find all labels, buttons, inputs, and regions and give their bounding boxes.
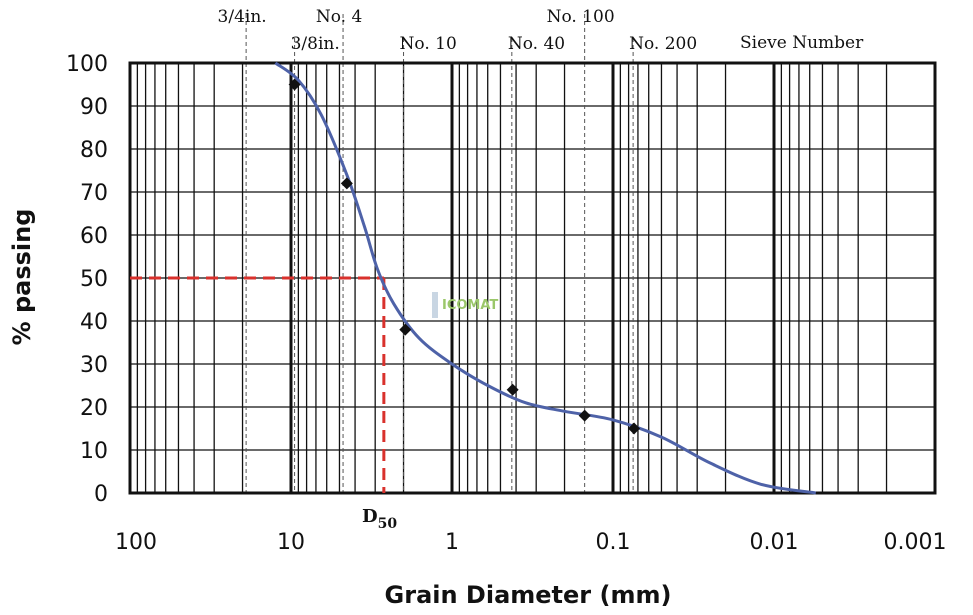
x-tick-label: 10 (277, 530, 305, 555)
x-tick-label: 0.01 (750, 530, 799, 555)
y-tick-labels: 0 10 20 30 40 50 60 70 80 90 100 (66, 52, 108, 507)
y-tick-label: 20 (80, 396, 108, 421)
y-tick-label: 70 (80, 181, 108, 206)
x-tick-labels: 100 10 1 0.1 0.01 0.001 (115, 530, 946, 555)
gradation-curve (274, 61, 817, 495)
y-tick-label: 60 (80, 224, 108, 249)
x-axis-title: Grain Diameter (mm) (385, 581, 672, 609)
sieve-label: No. 100 (547, 7, 615, 27)
y-axis-title: % passing (8, 209, 36, 346)
watermark-text: ICOMAT (442, 298, 498, 313)
d50-guide (130, 276, 386, 493)
sieve-number-title: Sieve Number (740, 33, 864, 53)
y-tick-label: 30 (80, 353, 108, 378)
data-point (340, 177, 353, 190)
gradation-curve-line (274, 61, 817, 495)
y-tick-label: 80 (80, 138, 108, 163)
data-point (288, 78, 301, 91)
d50-main: D (362, 506, 378, 527)
sieve-label: No. 4 (316, 7, 362, 27)
data-points (288, 78, 641, 435)
y-tick-label: 100 (66, 52, 108, 77)
y-tick-label: 50 (80, 267, 108, 292)
y-tick-label: 40 (80, 310, 108, 335)
data-point (506, 383, 519, 396)
data-point (399, 323, 412, 336)
x-tick-label: 0.001 (884, 530, 947, 555)
sieve-markers: 3/4in. 3/8in. No. 4 No. 10 No. 40 No. 100 No. … (218, 7, 697, 493)
x-tick-label: 100 (115, 530, 157, 555)
y-tick-label: 0 (94, 482, 108, 507)
sieve-label: 3/4in. (218, 7, 267, 27)
data-point (628, 422, 641, 435)
sieve-label: No. 200 (629, 34, 697, 54)
x-tick-label: 1 (445, 530, 459, 555)
data-point (578, 409, 591, 422)
x-tick-label: 0.1 (596, 530, 631, 555)
sieve-label: No. 40 (508, 34, 565, 54)
watermark-logo-icon (432, 292, 438, 318)
d50-subscript: 50 (378, 516, 398, 532)
sieve-label: 3/8in. (291, 34, 340, 54)
sieve-label: No. 10 (400, 34, 457, 54)
y-tick-label: 10 (80, 439, 108, 464)
y-tick-label: 90 (80, 95, 108, 120)
watermark: ICOMAT (432, 292, 498, 318)
d50-label: D50 (362, 506, 397, 532)
